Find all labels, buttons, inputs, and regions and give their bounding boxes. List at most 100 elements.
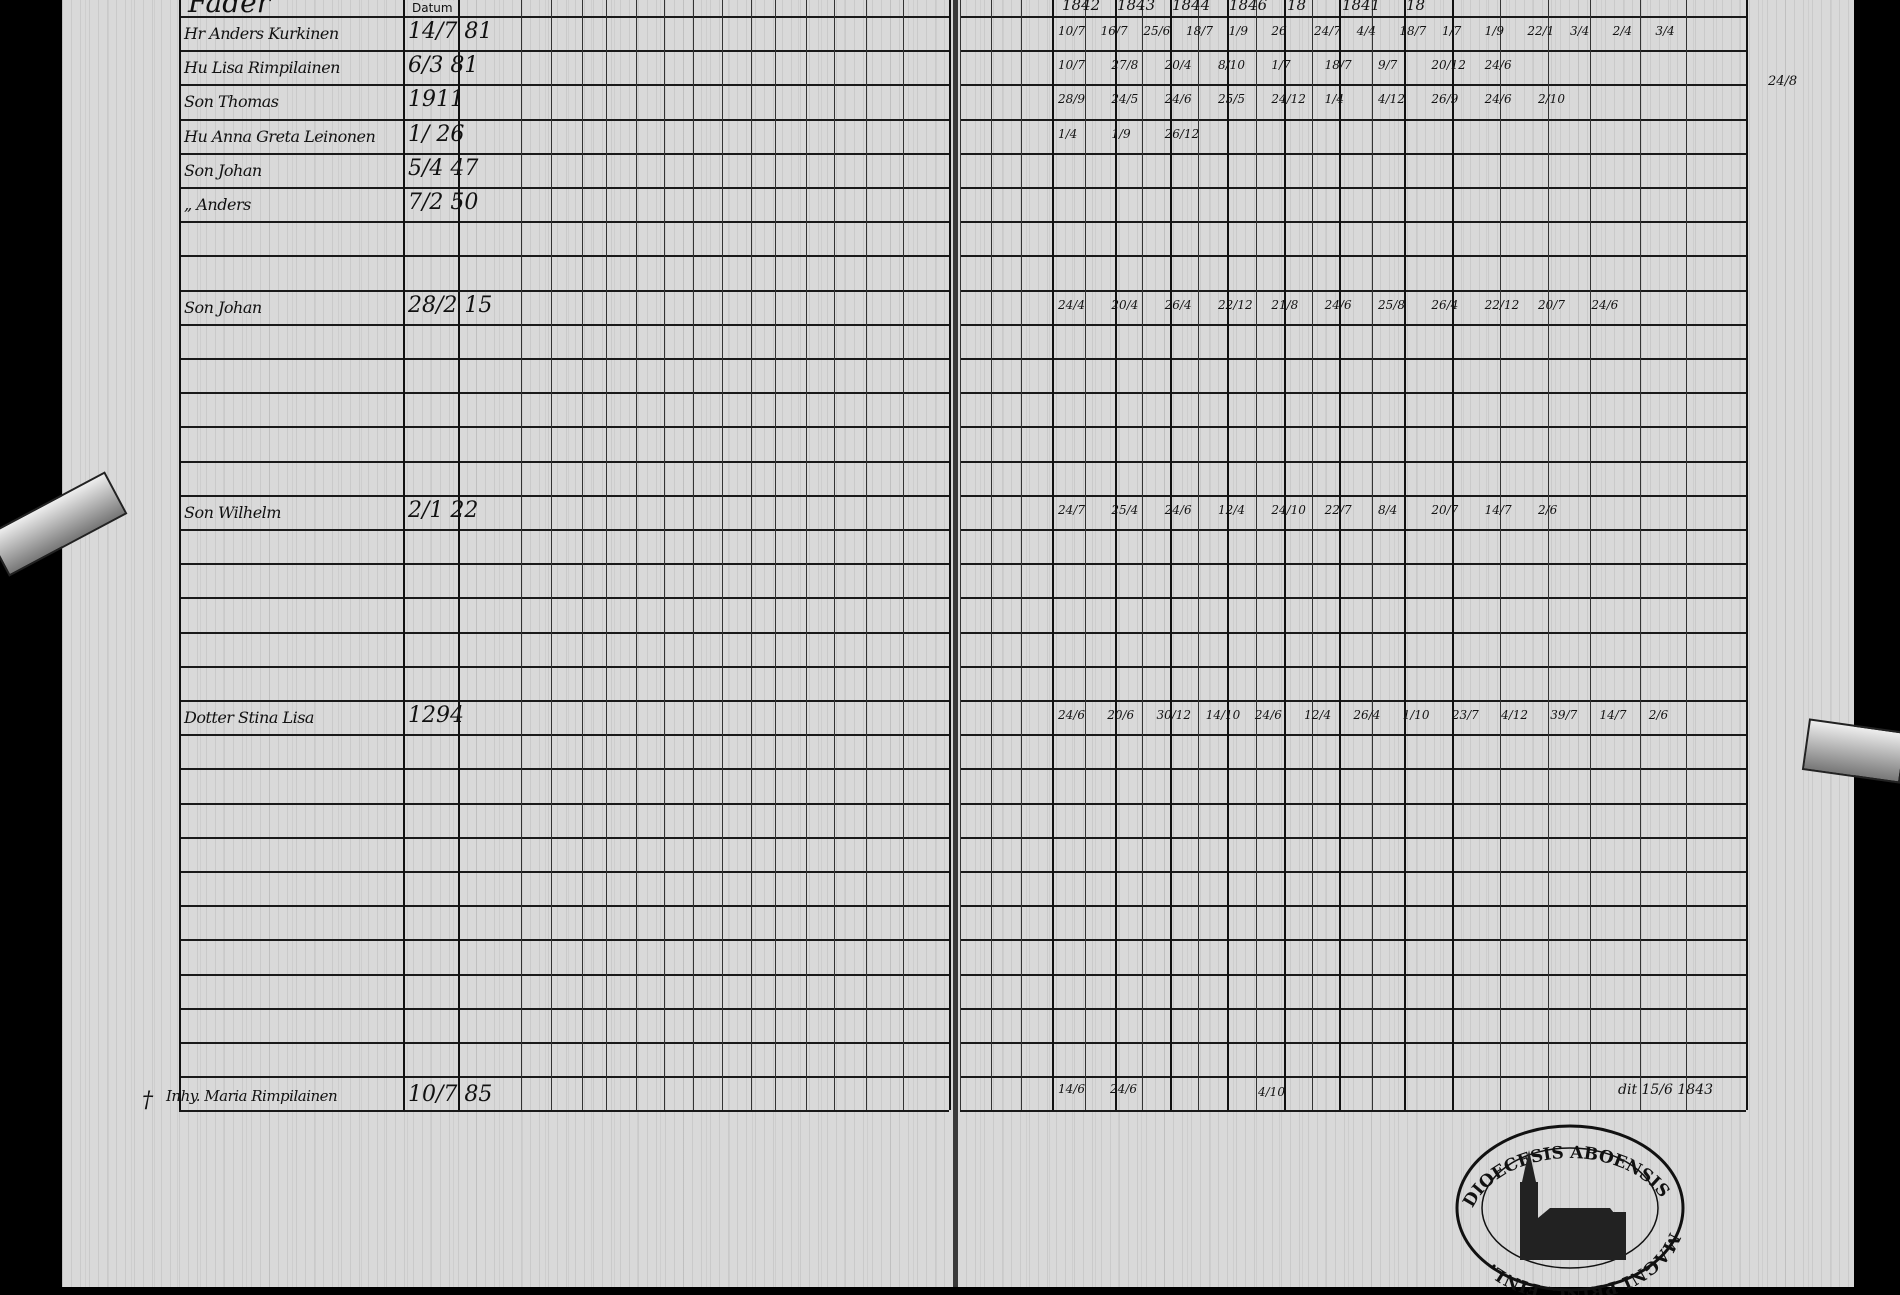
row-line-right (960, 255, 1746, 258)
date-mark: 30/12 (1156, 708, 1192, 722)
row-line-left (179, 631, 949, 634)
column-line-right (1548, 0, 1549, 1111)
row-line-right (960, 665, 1746, 668)
date-mark: 1/7 (1271, 58, 1291, 73)
date-mark: 24/7 (1314, 24, 1341, 38)
column-line-right (1686, 0, 1687, 1111)
column-line-left (903, 0, 904, 1111)
column-line-right (1198, 0, 1199, 1111)
date-mark: 26/4 (1164, 297, 1192, 312)
row-line-left (179, 221, 949, 224)
column-line-right (1500, 0, 1501, 1111)
date-mark: 26/9 (1431, 92, 1459, 107)
date-mark: 10/7 (1058, 58, 1085, 73)
date-mark: 18/7 (1186, 24, 1213, 38)
row-line-left (179, 50, 949, 53)
row-line-right (960, 700, 1746, 702)
date-mark: 24/7 (1058, 502, 1085, 517)
date-mark: 18/7 (1324, 58, 1352, 73)
date-mark: 4/4 (1356, 24, 1376, 38)
date-mark: 1/9 (1484, 24, 1504, 38)
row-line-right (960, 323, 1746, 326)
row-line-right (960, 1076, 1746, 1079)
column-line-right (1284, 0, 1286, 1111)
date-mark: 2/6 (1648, 708, 1669, 722)
date-mark: 22/7 (1324, 502, 1352, 517)
column-line-right (1452, 0, 1454, 1111)
date-mark: 1/10 (1402, 708, 1430, 722)
date-mark: 22/1 (1527, 24, 1555, 38)
book-spine (953, 0, 958, 1287)
date-mark: 24/12 (1271, 92, 1306, 107)
row-line-right (960, 16, 1746, 18)
date-mark: 39/7 (1550, 708, 1578, 722)
entry-date: 28/2 15 (408, 292, 493, 318)
year-header: 1844 (1172, 0, 1211, 14)
entry-name: Son Johan (184, 160, 262, 180)
column-line-left (403, 0, 405, 1111)
entry-date: 14/7 81 (408, 19, 493, 44)
date-mark: 25/8 (1378, 297, 1405, 312)
date-note: dit 15/6 1843 (1618, 1082, 1714, 1098)
row-line-right (960, 563, 1746, 566)
row-line-right (960, 221, 1746, 224)
date-mark: 4/12 (1501, 708, 1529, 722)
year-header: 1846 (1229, 0, 1268, 14)
date-mark: 25/4 (1111, 502, 1139, 517)
date-mark: 14/7 (1599, 708, 1627, 722)
row-line-right (960, 460, 1746, 463)
row-line-left (179, 973, 949, 976)
row-line-right (960, 734, 1746, 737)
column-line-left (775, 0, 776, 1111)
column-line-right (1590, 0, 1591, 1111)
date-mark: 9/7 (1378, 58, 1398, 73)
date-mark: 16/7 (1100, 24, 1128, 38)
date-mark: 3/4 (1655, 24, 1675, 38)
row-line-left (179, 358, 949, 360)
date-mark: 1/7 (1442, 24, 1462, 38)
row-line-right (960, 939, 1746, 942)
date-mark: 24/6 (1254, 708, 1282, 722)
column-line-right (1170, 0, 1172, 1111)
entry-date: 1/ 26 (408, 121, 465, 147)
row-line-right (960, 1110, 1746, 1113)
church-icon (1520, 1150, 1626, 1260)
entry-date: 7/2 50 (408, 190, 479, 215)
date-column-header: Datum (410, 1, 455, 15)
date-mark: 26/4 (1431, 297, 1459, 312)
date-mark: 14/10 (1205, 708, 1241, 722)
date-mark: 4/12 (1378, 92, 1405, 107)
row-line-left (179, 939, 949, 942)
deceased-cross-mark: † (142, 1088, 153, 1113)
row-line-left (179, 734, 949, 737)
date-mark: 1/4 (1324, 92, 1344, 107)
column-line-left (834, 0, 835, 1111)
row-line-left (179, 187, 949, 189)
date-mark: 24/4 (1058, 297, 1085, 312)
entry-name: „ Anders (184, 195, 251, 214)
entry-name: Hu Lisa Rimpilainen (184, 58, 340, 78)
date-mark: 24/6 (1484, 58, 1512, 73)
entry-name: Son Wilhelm (184, 502, 281, 522)
date-mark: 1/4 (1058, 126, 1078, 141)
date-mark: 12/4 (1218, 502, 1245, 517)
footnote-date: 10/7 85 (408, 1082, 493, 1107)
row-line-right (960, 358, 1746, 360)
row-line-right (960, 187, 1746, 189)
margin-note: 24/8 (1768, 74, 1798, 89)
date-mark: 25/5 (1218, 92, 1245, 107)
column-line-left (551, 0, 552, 1111)
date-mark: 26 (1271, 24, 1287, 38)
row-line-left (179, 1042, 949, 1044)
row-line-right (960, 768, 1746, 771)
date-mark: 27/8 (1111, 58, 1139, 73)
date-mark: 24/6 (1164, 92, 1192, 107)
row-line-left (179, 289, 949, 292)
date-mark: 24/10 (1271, 502, 1306, 517)
entry-date: 1294 (408, 703, 464, 728)
column-line-right (1746, 0, 1748, 1111)
row-line-right (960, 426, 1746, 429)
row-line-right (960, 50, 1746, 53)
date-mark: 21/8 (1271, 297, 1299, 312)
row-line-left (179, 700, 949, 702)
